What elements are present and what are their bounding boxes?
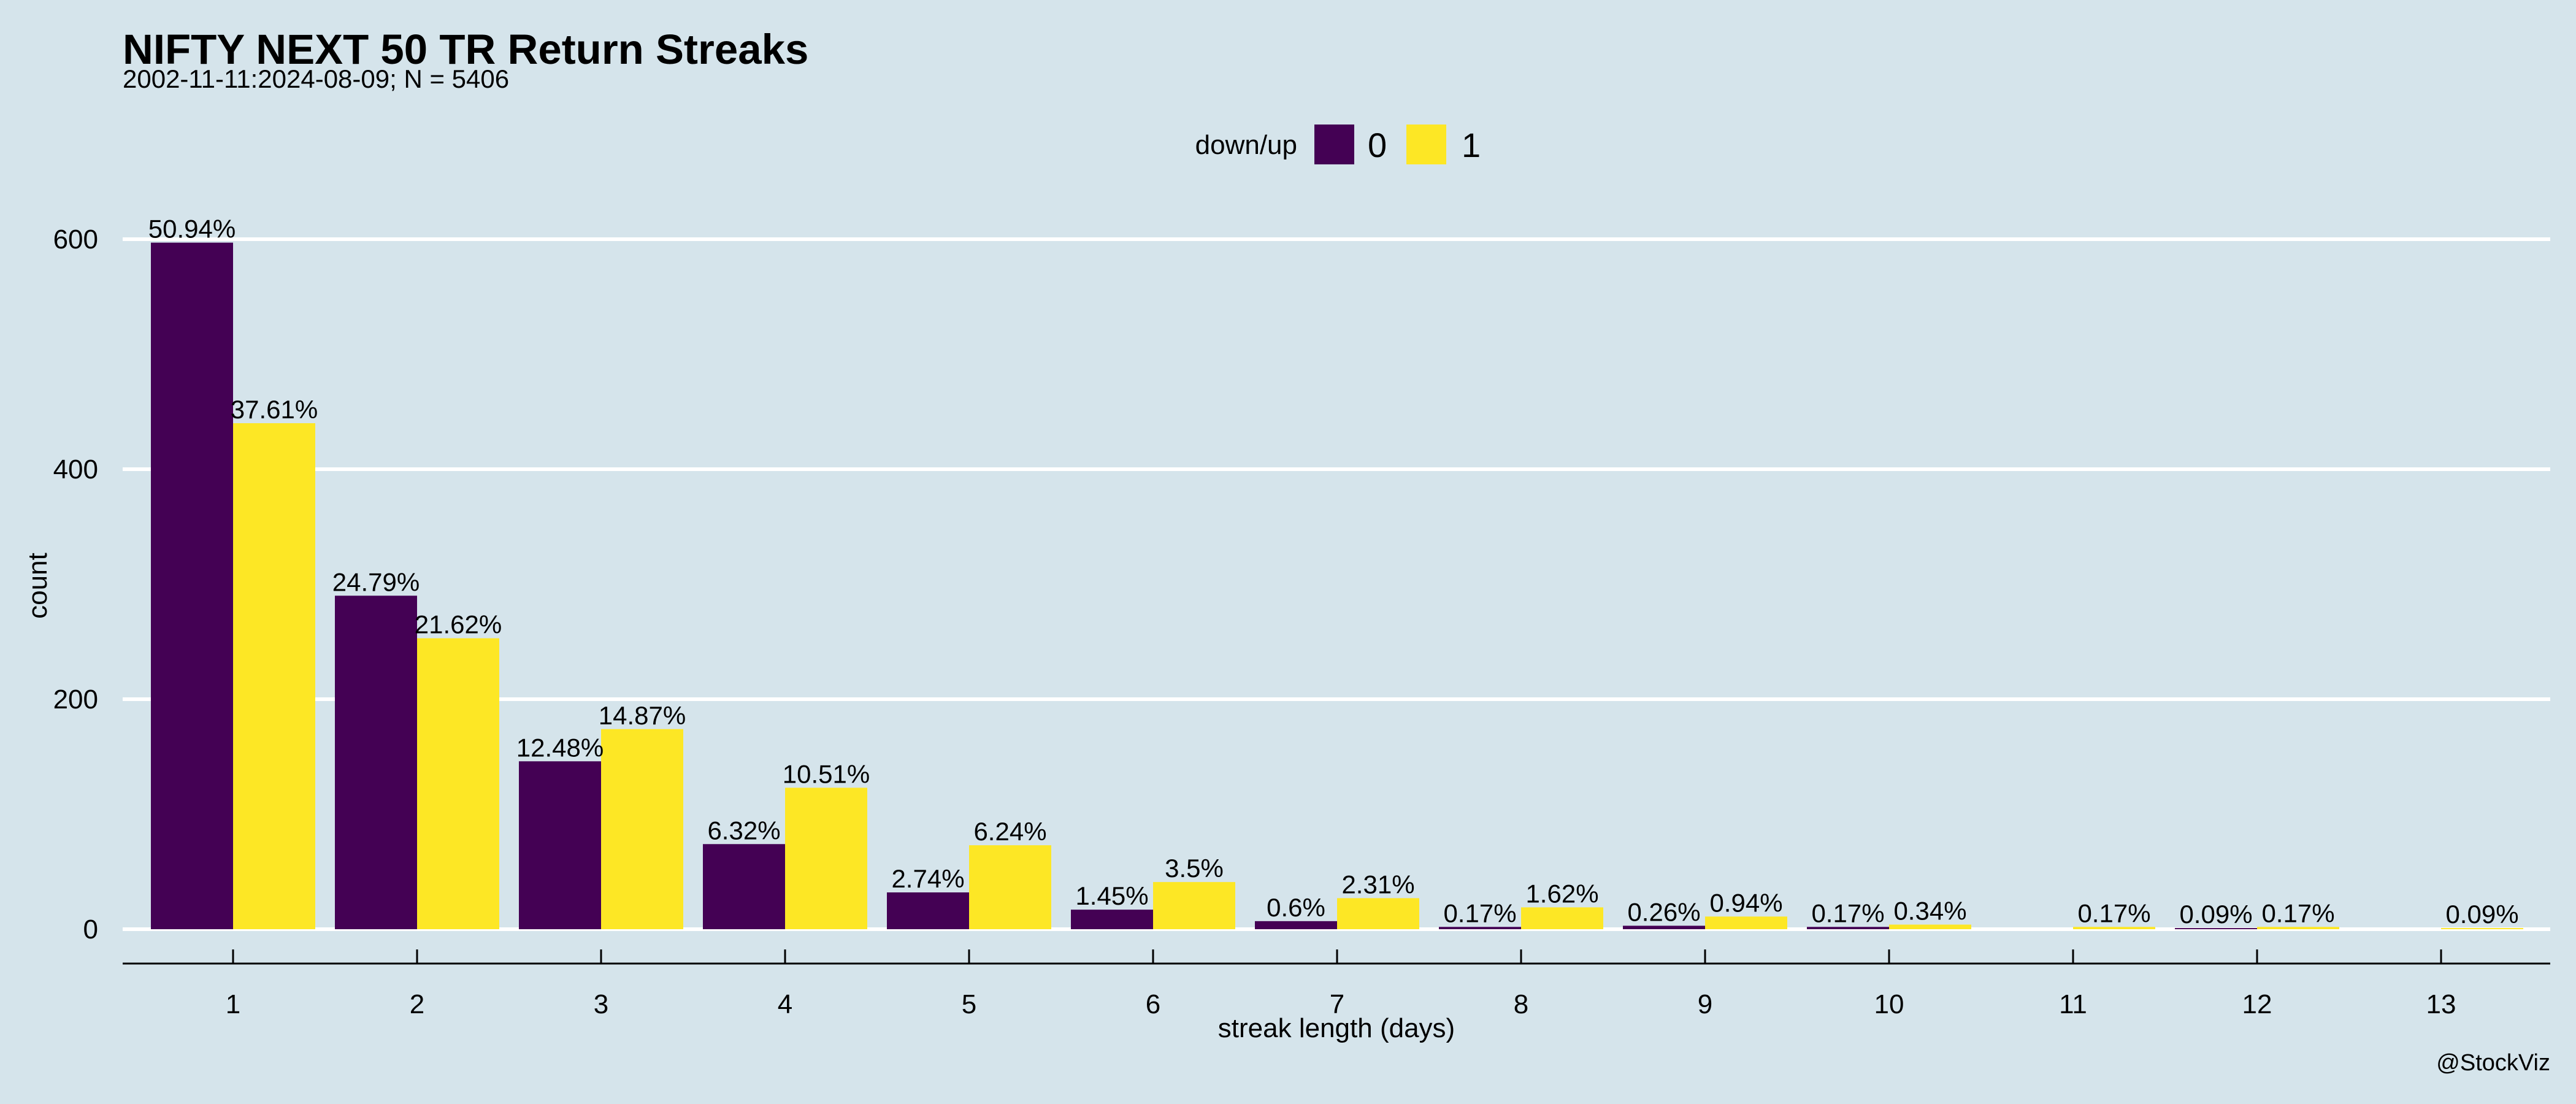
x-tick-label: 8 (1514, 989, 1528, 1019)
bar-down-2 (335, 596, 417, 929)
data-label: 50.94% (148, 215, 236, 243)
data-label: 0.17% (2261, 899, 2334, 927)
bar-up-7 (1337, 898, 1419, 929)
x-tick-label: 12 (2242, 989, 2272, 1019)
data-label: 0.17% (2077, 899, 2150, 927)
legend: down/up 0 1 (1195, 125, 1481, 164)
data-label: 12.48% (516, 733, 604, 762)
data-label: 0.94% (1709, 888, 1782, 917)
bar-down-6 (1071, 910, 1153, 929)
data-label: 0.09% (2445, 900, 2518, 929)
data-label: 21.62% (415, 610, 502, 639)
caption: @StockViz (2436, 1050, 2550, 1076)
bar-down-1 (151, 242, 233, 929)
x-tick-label: 11 (2059, 989, 2087, 1019)
bar-up-12 (2257, 927, 2339, 929)
x-tick-label: 2 (410, 989, 424, 1019)
x-tick-label: 4 (778, 989, 792, 1019)
legend-label-down: 0 (1368, 126, 1387, 164)
bar-down-5 (887, 892, 969, 929)
bar-down-8 (1439, 927, 1521, 929)
bar-up-4 (785, 788, 867, 929)
bar-down-12 (2175, 928, 2257, 929)
data-label: 10.51% (783, 759, 870, 788)
bar-up-10 (1889, 924, 1971, 929)
data-label: 3.5% (1165, 854, 1224, 883)
bar-up-11 (2073, 927, 2155, 929)
legend-label-up: 1 (1462, 126, 1481, 164)
data-labels: 50.94% 37.61% 24.79% 21.62% 12.48% 14.87% 6.32… (148, 215, 2519, 929)
x-axis-ticks: 1 2 3 4 5 6 7 8 9 10 11 12 13 (226, 949, 2456, 1019)
y-tick-label: 0 (83, 914, 98, 945)
bar-down-3 (519, 761, 601, 929)
x-tick-label: 13 (2426, 989, 2456, 1019)
bars (151, 242, 2523, 929)
data-label: 0.17% (1443, 899, 1516, 927)
data-label: 14.87% (599, 701, 686, 730)
data-label: 1.45% (1075, 881, 1148, 910)
data-label: 0.17% (1811, 899, 1884, 927)
x-tick-label: 5 (962, 989, 976, 1019)
data-label: 0.09% (2179, 900, 2252, 929)
chart-title: NIFTY NEXT 50 TR Return Streaks (123, 26, 808, 73)
bar-up-9 (1705, 916, 1787, 929)
data-label: 2.31% (1341, 870, 1414, 899)
y-axis-title: count (23, 553, 53, 619)
y-tick-label: 600 (53, 224, 98, 255)
bar-up-2 (417, 638, 499, 929)
data-label: 24.79% (332, 567, 420, 596)
data-label: 0.26% (1627, 897, 1700, 926)
bar-up-8 (1521, 907, 1603, 929)
bar-up-6 (1153, 882, 1235, 929)
y-tick-label: 400 (53, 454, 98, 485)
legend-swatch-down (1314, 125, 1354, 164)
bar-down-9 (1623, 926, 1705, 929)
data-label: 2.74% (891, 864, 964, 893)
bar-down-7 (1255, 921, 1337, 929)
data-label: 1.62% (1525, 879, 1598, 908)
y-tick-label: 200 (53, 684, 98, 715)
y-axis-ticks: 0 200 400 600 (53, 224, 98, 945)
bar-up-5 (969, 845, 1051, 929)
x-tick-label: 6 (1146, 989, 1160, 1019)
legend-swatch-up (1406, 125, 1446, 164)
data-label: 6.24% (973, 817, 1046, 846)
data-label: 6.32% (707, 816, 780, 845)
x-axis-title: streak length (days) (1218, 1013, 1455, 1043)
x-tick-label: 10 (1874, 989, 1904, 1019)
chart-subtitle: 2002-11-11:2024-08-09; N = 5406 (123, 64, 509, 93)
bar-up-3 (601, 729, 683, 929)
x-tick-label: 7 (1330, 989, 1344, 1019)
data-label: 0.6% (1267, 893, 1325, 922)
data-label: 37.61% (231, 395, 318, 424)
x-tick-label: 1 (226, 989, 240, 1019)
bar-down-10 (1807, 927, 1889, 929)
bar-down-4 (703, 844, 785, 929)
legend-title: down/up (1195, 130, 1297, 160)
bar-up-13 (2441, 928, 2523, 929)
data-label: 0.34% (1893, 897, 1966, 926)
x-tick-label: 9 (1698, 989, 1712, 1019)
x-tick-label: 3 (594, 989, 608, 1019)
bar-up-1 (233, 423, 315, 929)
